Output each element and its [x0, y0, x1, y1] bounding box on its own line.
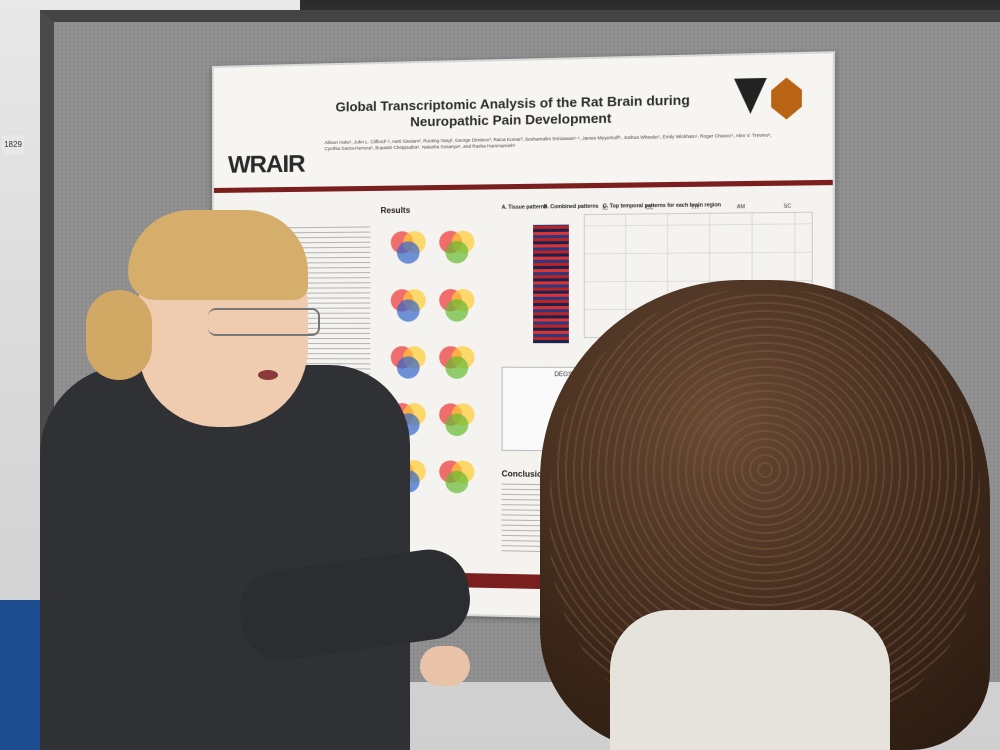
- presenter-hand: [420, 646, 470, 686]
- presenter-jacket: [40, 365, 410, 750]
- presenter-hair: [128, 210, 308, 300]
- booth-number: 1829: [2, 135, 24, 155]
- presenter-hair-bun: [86, 290, 152, 380]
- visitor-curly-hair: [540, 280, 1000, 750]
- visitor-shirt: [610, 610, 890, 750]
- glasses: [208, 308, 320, 336]
- presenter-mouth: [258, 370, 278, 380]
